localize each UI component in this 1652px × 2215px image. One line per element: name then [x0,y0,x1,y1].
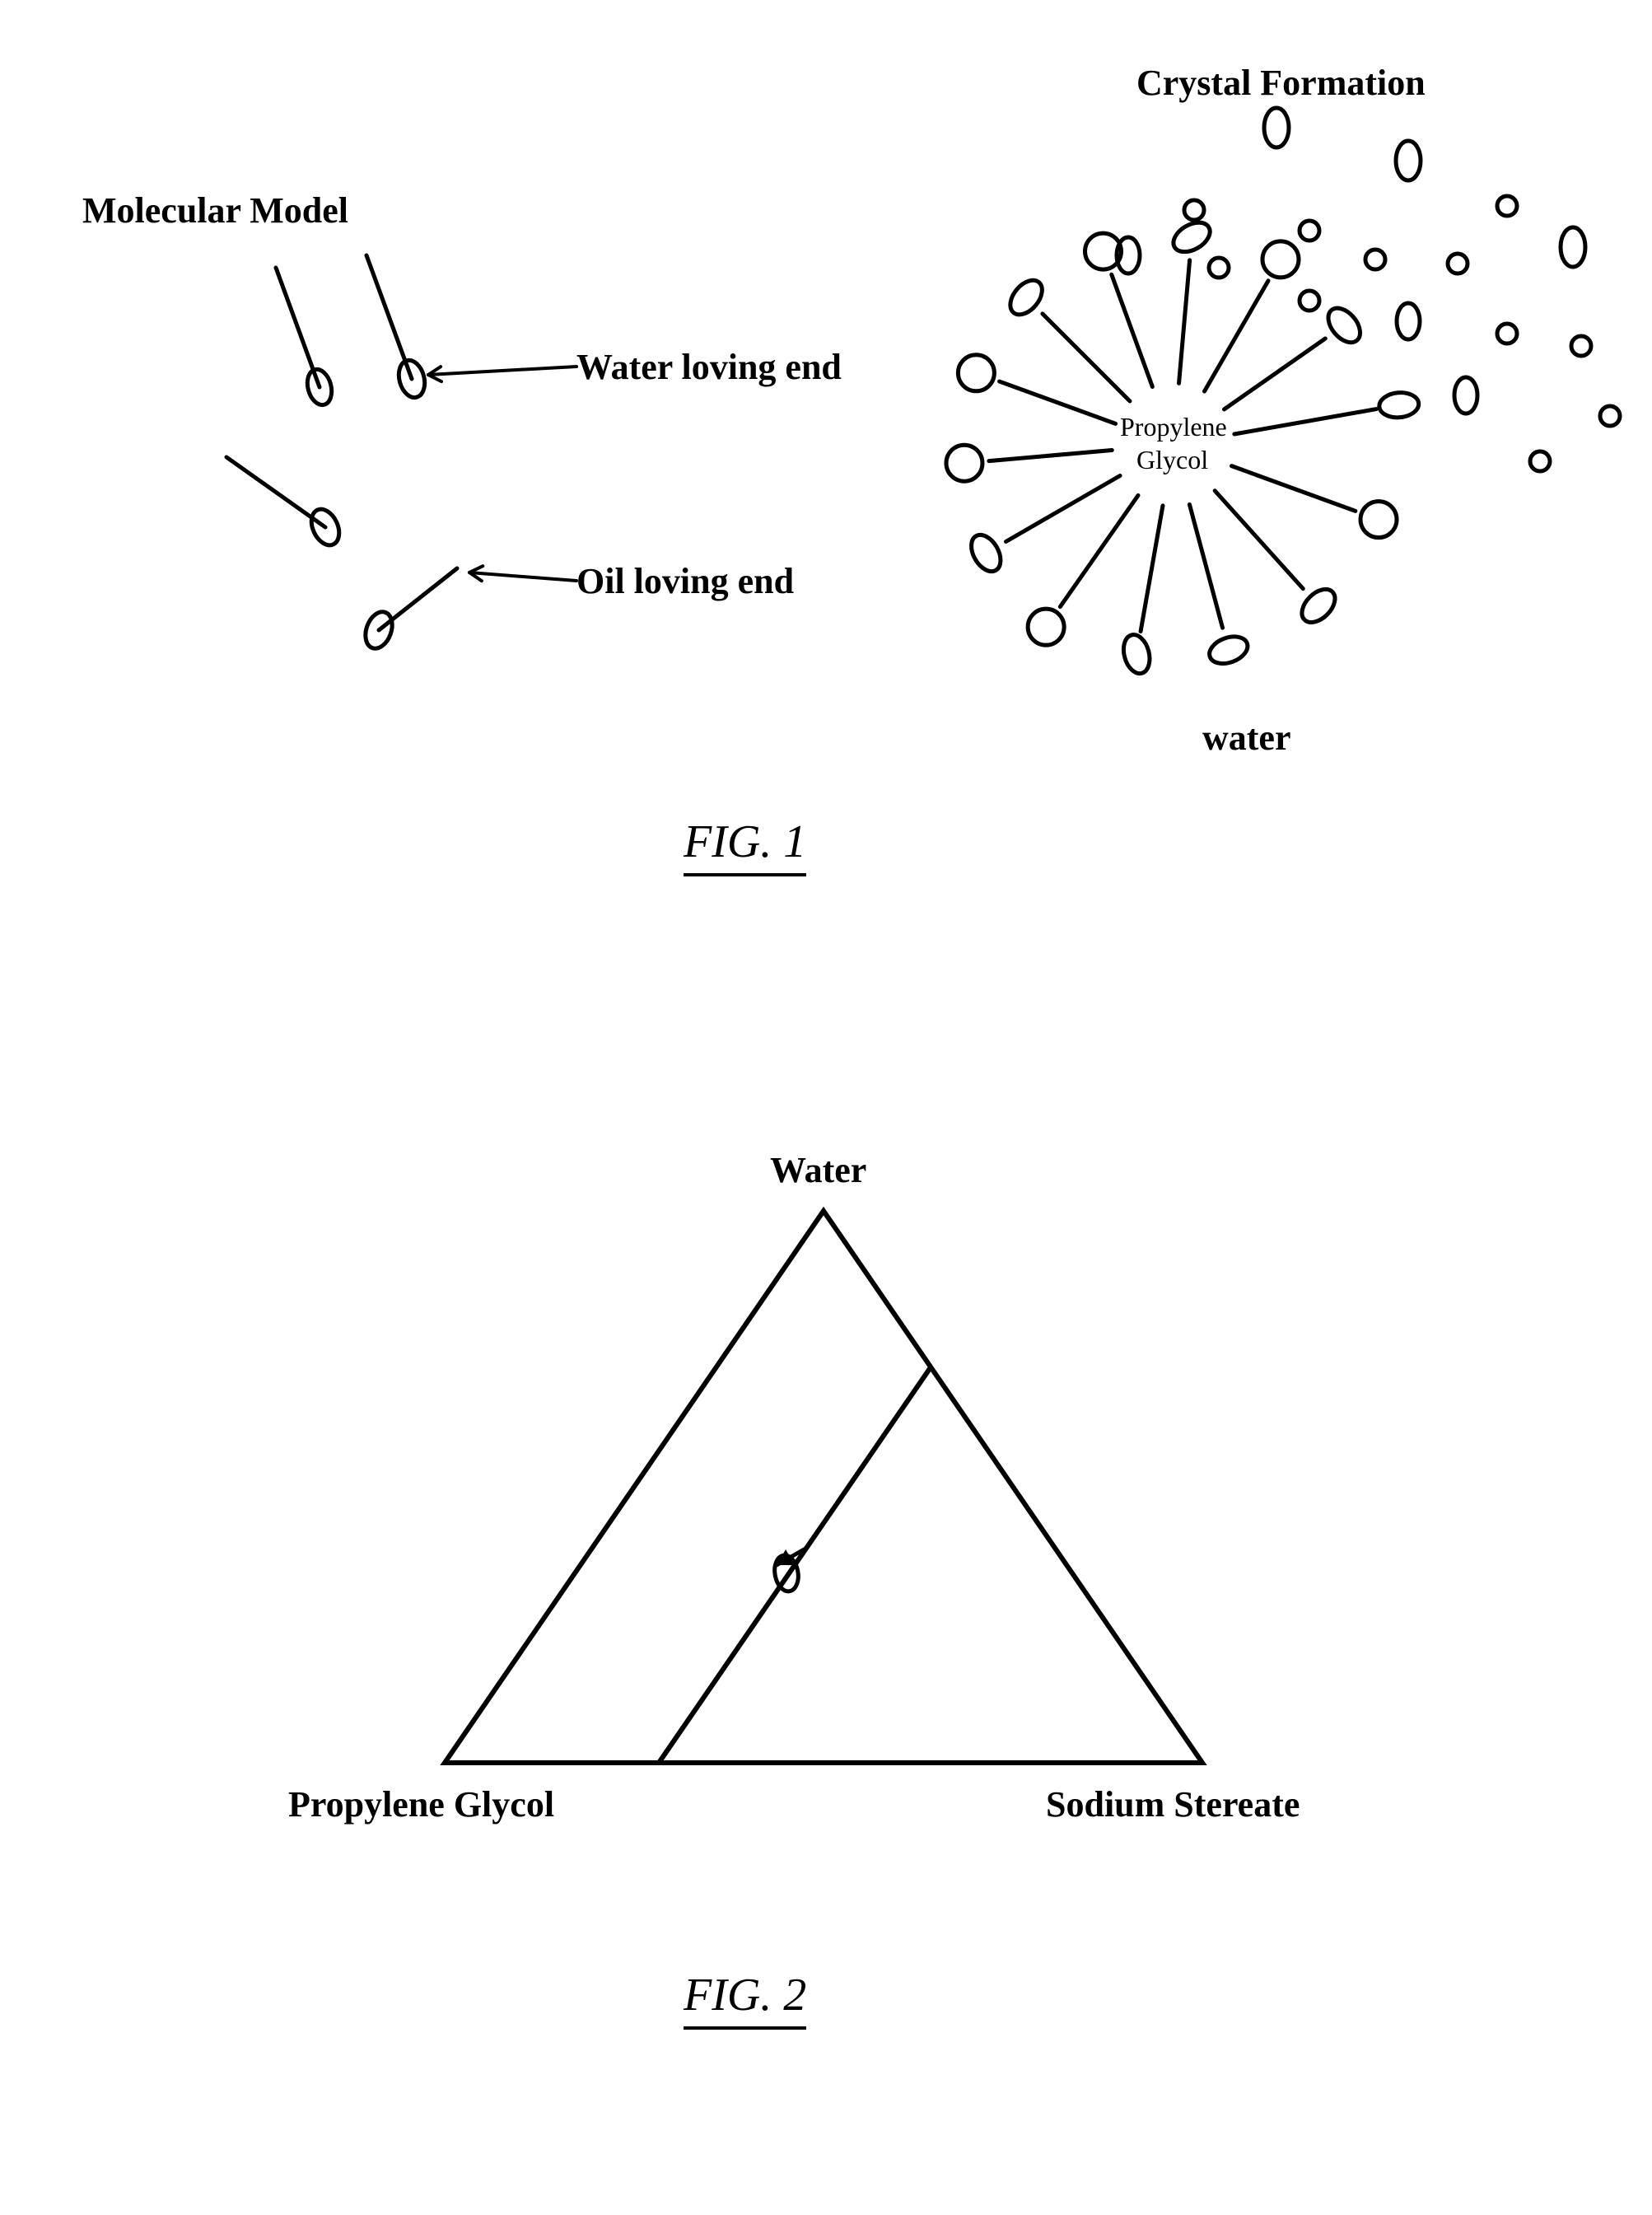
diagram-canvas [0,0,1652,2215]
